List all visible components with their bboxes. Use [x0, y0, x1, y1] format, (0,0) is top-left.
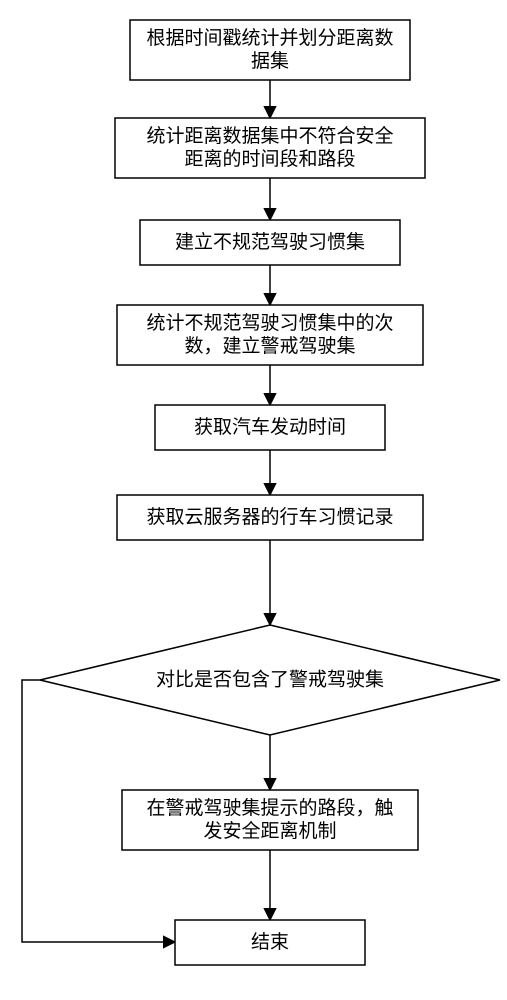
flow-node: 获取汽车发动时间 — [155, 405, 385, 450]
flow-node: 根据时间戳统计并划分距离数据集 — [130, 20, 410, 80]
node-text: 数，建立警戒驾驶集 — [184, 335, 355, 357]
node-text: 获取汽车发动时间 — [194, 416, 346, 438]
node-text: 统计不规范驾驶习惯集中的次 — [146, 312, 393, 334]
flow-node: 获取云服务器的行车习惯记录 — [117, 495, 423, 540]
node-text: 据集 — [251, 50, 289, 72]
node-text: 结束 — [251, 931, 289, 953]
node-text: 统计距离数据集中不符合安全 — [146, 125, 393, 147]
node-text: 发安全距离机制 — [203, 820, 336, 842]
flow-node: 统计距离数据集中不符合安全距离的时间段和路段 — [115, 118, 425, 178]
node-text: 建立不规范驾驶习惯集 — [175, 231, 365, 253]
flow-node: 在警戒驾驶集提示的路段，触发安全距离机制 — [122, 790, 418, 850]
node-text: 在警戒驾驶集提示的路段，触 — [146, 797, 393, 819]
flow-node: 建立不规范驾驶习惯集 — [140, 220, 400, 265]
flow-node: 结束 — [175, 920, 365, 965]
flow-node: 对比是否包含了警戒驾驶集 — [40, 625, 500, 735]
node-text: 获取云服务器的行车习惯记录 — [146, 506, 393, 528]
node-text: 对比是否包含了警戒驾驶集 — [156, 668, 384, 690]
flow-node: 统计不规范驾驶习惯集中的次数，建立警戒驾驶集 — [117, 305, 423, 365]
node-text: 距离的时间段和路段 — [184, 148, 355, 170]
node-text: 根据时间戳统计并划分距离数 — [146, 27, 393, 49]
